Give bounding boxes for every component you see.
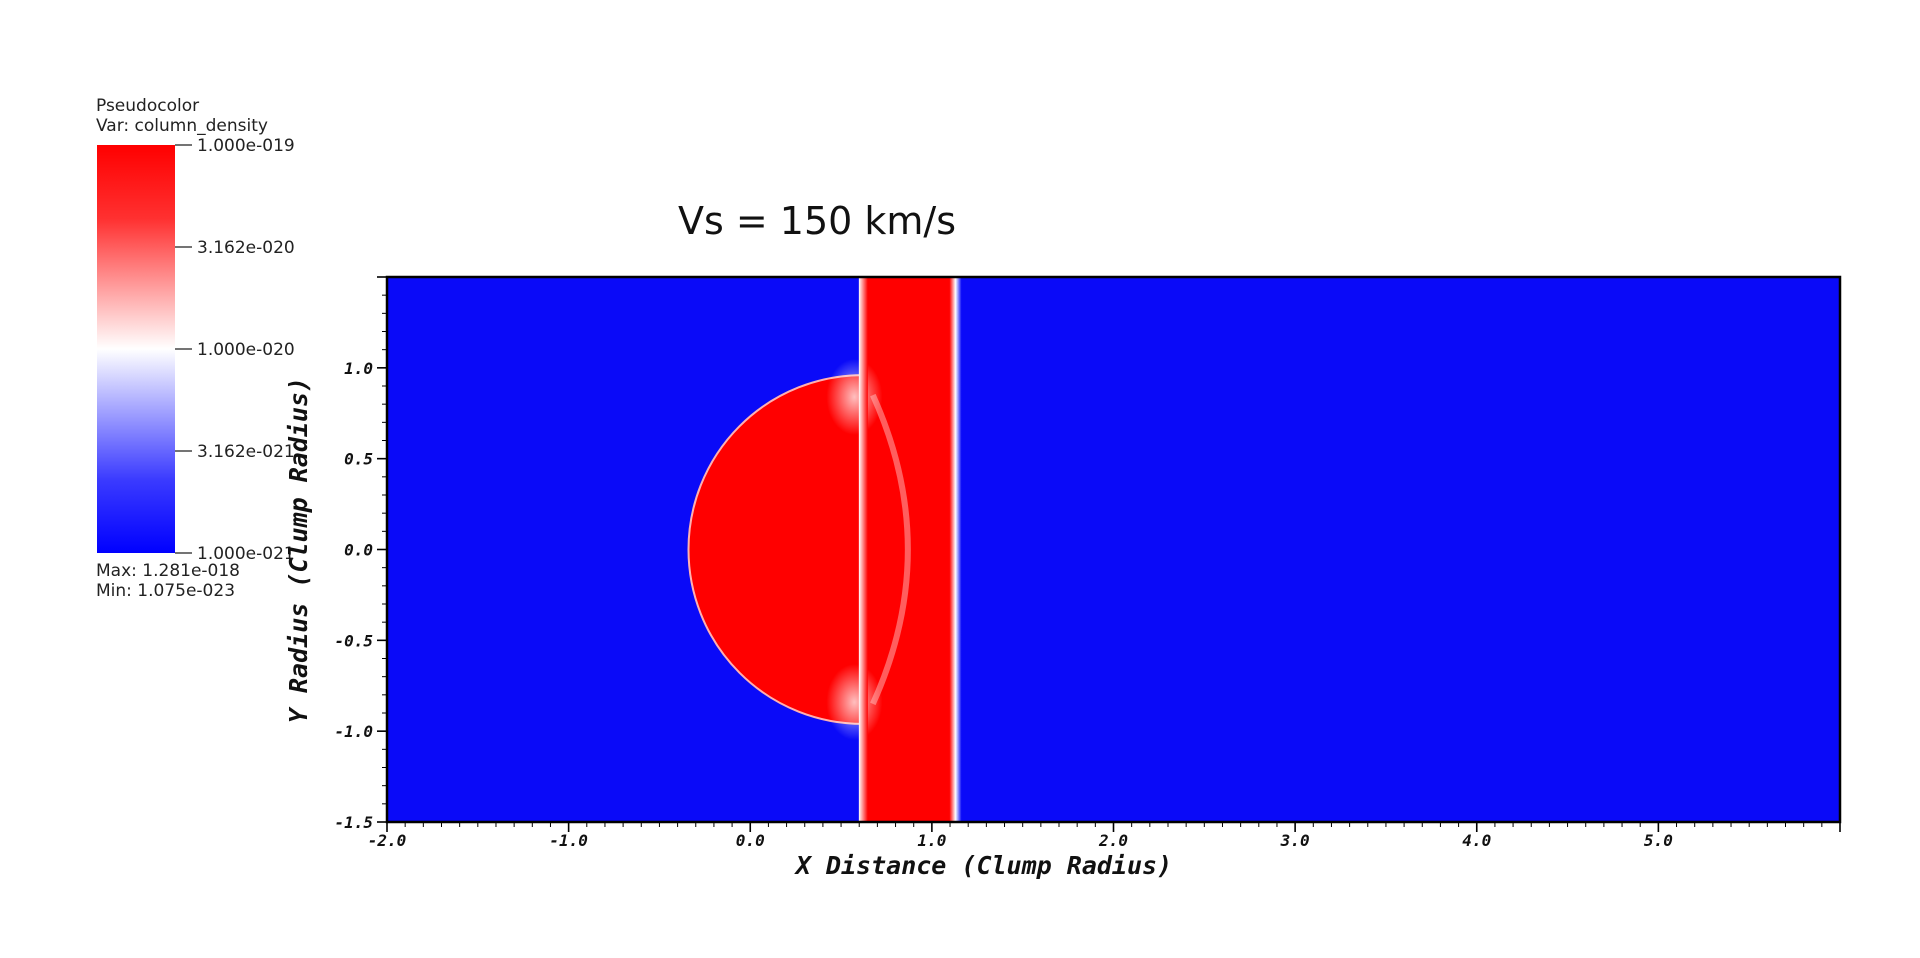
y-axis-label: Y Radius (Clump Radius) xyxy=(284,377,313,723)
upper-knot xyxy=(826,358,883,435)
colorbar xyxy=(97,145,175,553)
legend-min: Min: 1.075e-023 xyxy=(96,581,235,601)
plot-field xyxy=(387,277,1840,822)
x-tick-label: -1.0 xyxy=(549,831,588,850)
chart-title: Vs = 150 km/s xyxy=(678,199,956,243)
y-tick-label: -1.0 xyxy=(334,722,373,741)
y-tick-label: 1.0 xyxy=(344,359,373,378)
y-tick-label: 0.5 xyxy=(344,450,373,469)
x-tick-label: 5.0 xyxy=(1644,831,1673,850)
colorbar-ticks: 1.000e-019 3.162e-020 1.000e-020 3.162e-021… xyxy=(175,136,295,564)
x-tick-label: 0.0 xyxy=(736,831,765,850)
x-tick-label: 3.0 xyxy=(1280,831,1310,850)
colorbar-tick-label: 1.000e-021 xyxy=(197,544,295,564)
dense-slab xyxy=(862,277,956,822)
y-axis: -1.5 -1.0 -0.5 0.0 0.5 1.0 xyxy=(334,276,387,832)
clump-cap xyxy=(687,374,864,725)
density-features xyxy=(687,277,962,822)
lower-knot xyxy=(826,664,883,741)
x-tick-label: 4.0 xyxy=(1462,831,1491,850)
slab-left-edge xyxy=(858,277,868,822)
x-axis-label: X Distance (Clump Radius) xyxy=(794,851,1172,880)
legend-plot-type: Pseudocolor xyxy=(96,96,199,116)
color-legend: Pseudocolor Var: column_density 1.000e-0… xyxy=(96,96,295,601)
legend-variable: Var: column_density xyxy=(96,116,268,136)
legend-max: Max: 1.281e-018 xyxy=(96,561,240,581)
x-tick-label: -2.0 xyxy=(368,831,407,850)
internal-shock xyxy=(870,393,911,706)
x-tick-label: 1.0 xyxy=(917,831,946,850)
x-axis: -2.0 -1.0 0.0 1.0 2.0 3.0 4.0 5.0 xyxy=(368,822,1841,850)
colorbar-tick-label: 1.000e-019 xyxy=(197,136,295,156)
y-tick-label: 0.0 xyxy=(344,541,373,560)
x-tick-label: 2.0 xyxy=(1098,831,1128,850)
y-tick-label: -0.5 xyxy=(334,631,373,650)
slab-right-edge xyxy=(949,277,962,822)
background-field xyxy=(387,277,1840,822)
colorbar-tick-label: 1.000e-020 xyxy=(197,340,295,360)
y-tick-label: -1.5 xyxy=(334,813,373,832)
colorbar-tick-label: 3.162e-020 xyxy=(197,238,295,258)
colorbar-tick-label: 3.162e-021 xyxy=(197,442,295,462)
